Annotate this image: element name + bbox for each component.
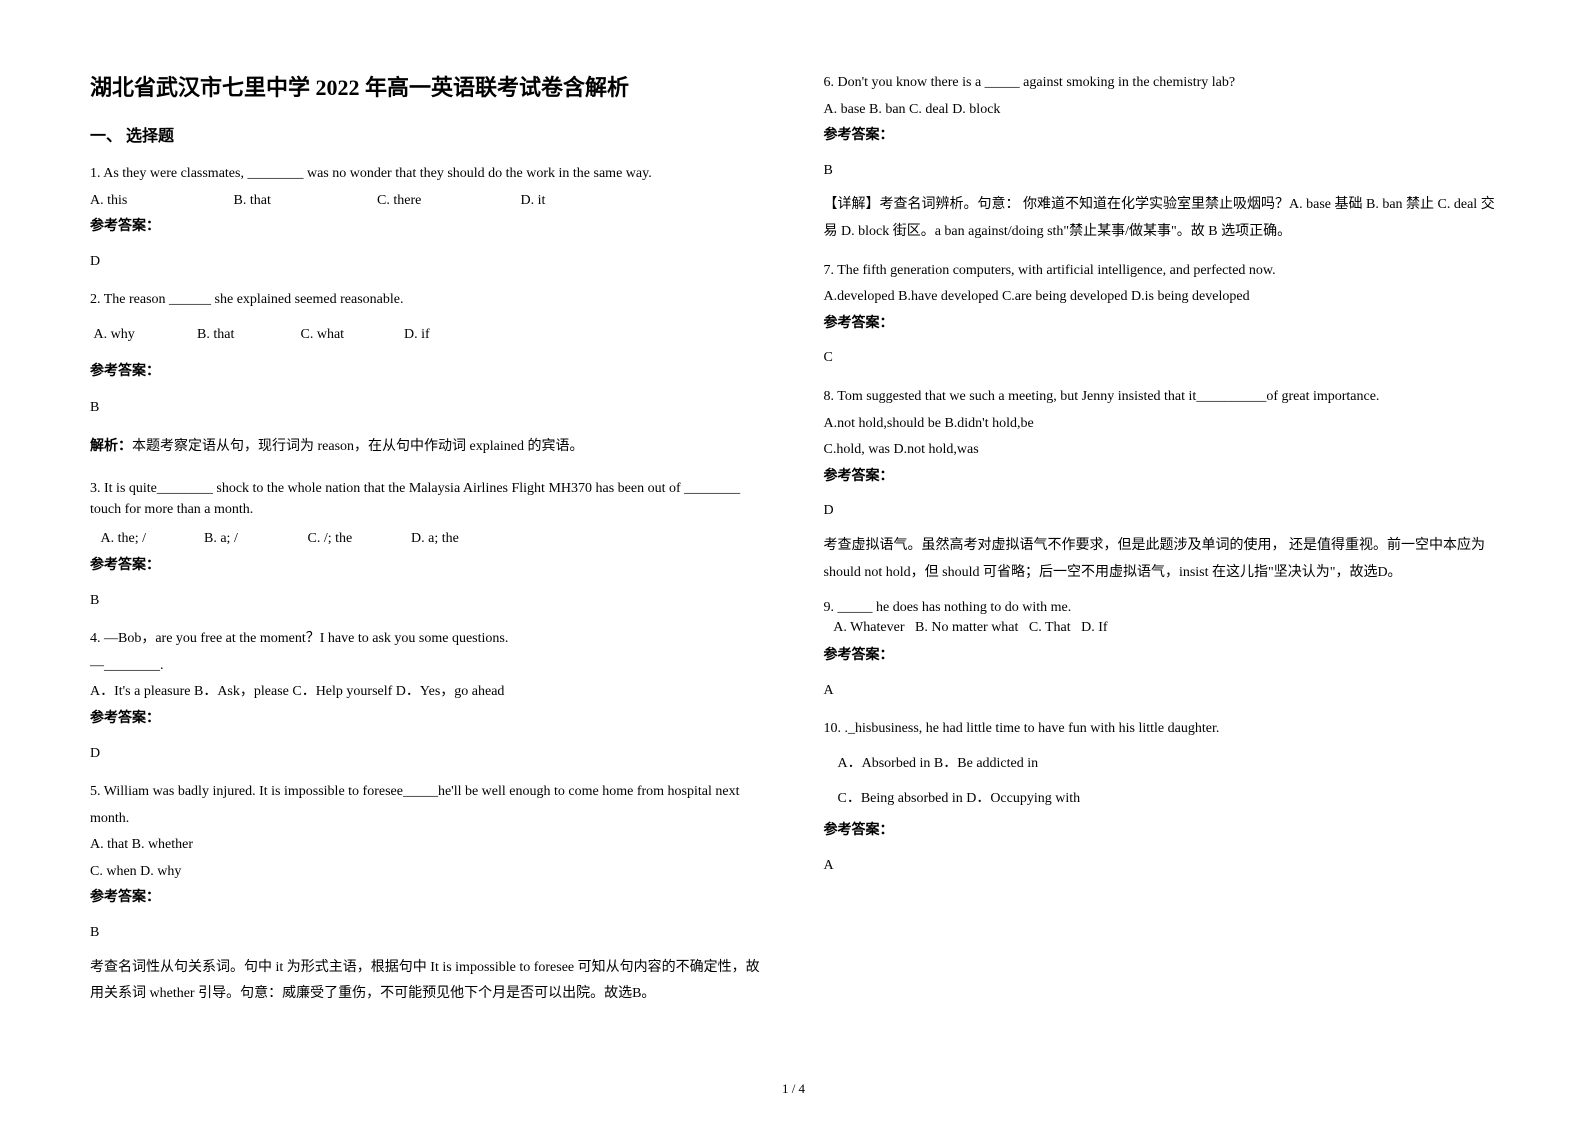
explanation: 【详解】考查名词辨析。句意： 你难道不知道在化学实验室里禁止吸烟吗？A. bas…	[824, 192, 1498, 245]
question-text: 10. ._hisbusiness, he had little time to…	[824, 716, 1498, 743]
question-2: 2. The reason ______ she explained seeme…	[90, 287, 764, 460]
answer-text: D	[824, 498, 1498, 525]
answer-label: 参考答案：	[824, 643, 1498, 670]
question-options-line1: A．Absorbed in B．Be addicted in	[824, 751, 1498, 778]
explanation-label: 解析：	[90, 439, 132, 454]
page-content: 湖北省武汉市七里中学 2022 年高一英语联考试卷含解析 一、 选择题 1. A…	[90, 70, 1497, 1030]
option-c: C. there	[377, 188, 517, 215]
answer-text: B	[824, 158, 1498, 185]
question-text: 7. The fifth generation computers, with …	[824, 258, 1498, 285]
answer-label: 参考答案：	[90, 359, 764, 386]
question-9: 9. _____ he does has nothing to do with …	[824, 598, 1498, 704]
answer-label: 参考答案：	[90, 885, 764, 912]
answer-text: A	[824, 853, 1498, 880]
option-c: C. /; the	[308, 526, 408, 553]
question-text: 1. As they were classmates, ________ was…	[90, 161, 764, 188]
question-options-line2: C．Being absorbed in D．Occupying with	[824, 786, 1498, 813]
option-b: B. that	[234, 188, 374, 215]
question-options: A. the; / B. a; / C. /; the D. a; the	[90, 526, 764, 553]
option-a: A. why	[94, 322, 194, 349]
page-number: 1 / 4	[782, 1081, 805, 1097]
question-options: A. why B. that C. what D. if	[90, 322, 764, 349]
option-d: D. a; the	[411, 526, 511, 553]
question-options: A.developed B.have developed C.are being…	[824, 284, 1498, 311]
question-options: A. Whatever B. No matter what C. That D.…	[824, 618, 1498, 638]
question-options-line1: A. that B. whether	[90, 832, 764, 859]
question-3: 3. It is quite________ shock to the whol…	[90, 478, 764, 614]
answer-text: D	[90, 249, 764, 276]
question-text: 8. Tom suggested that we such a meeting,…	[824, 384, 1498, 411]
question-text: 9. _____ he does has nothing to do with …	[824, 598, 1498, 618]
question-text-line2: —________.	[90, 653, 764, 680]
question-5: 5. William was badly injured. It is impo…	[90, 779, 764, 1008]
option-d: D. if	[404, 322, 504, 349]
question-1: 1. As they were classmates, ________ was…	[90, 161, 764, 275]
answer-text: B	[90, 920, 764, 947]
option-d: D. it	[521, 188, 661, 215]
question-text: 5. William was badly injured. It is impo…	[90, 779, 764, 832]
answer-label: 参考答案：	[90, 553, 764, 580]
explanation: 考查名词性从句关系词。句中 it 为形式主语，根据句中 It is imposs…	[90, 955, 764, 1008]
option-b: B. that	[197, 322, 297, 349]
answer-text: B	[90, 588, 764, 615]
question-options-line2: C. when D. why	[90, 859, 764, 886]
answer-label: 参考答案：	[824, 464, 1498, 491]
question-4: 4. —Bob，are you free at the moment？I hav…	[90, 626, 764, 767]
question-text-line1: 4. —Bob，are you free at the moment？I hav…	[90, 626, 764, 653]
options-text: C．Being absorbed in D．Occupying with	[838, 791, 1081, 806]
question-text: 2. The reason ______ she explained seeme…	[90, 287, 764, 314]
answer-label: 参考答案：	[824, 123, 1498, 150]
option-a: A. this	[90, 188, 230, 215]
question-6: 6. Don't you know there is a _____ again…	[824, 70, 1498, 246]
answer-label: 参考答案：	[90, 214, 764, 241]
question-7: 7. The fifth generation computers, with …	[824, 258, 1498, 372]
answer-label: 参考答案：	[90, 706, 764, 733]
answer-text: D	[90, 741, 764, 768]
answer-text: C	[824, 345, 1498, 372]
option-c: C. what	[301, 322, 401, 349]
question-8: 8. Tom suggested that we such a meeting,…	[824, 384, 1498, 586]
question-10: 10. ._hisbusiness, he had little time to…	[824, 716, 1498, 879]
question-text: 3. It is quite________ shock to the whol…	[90, 478, 764, 520]
question-options-line2: C.hold, was D.not hold,was	[824, 437, 1498, 464]
question-text: 6. Don't you know there is a _____ again…	[824, 70, 1498, 97]
answer-text: A	[824, 678, 1498, 705]
options-text: A．Absorbed in B．Be addicted in	[838, 756, 1039, 771]
answer-text: B	[90, 395, 764, 422]
question-options: A. this B. that C. there D. it	[90, 188, 764, 215]
explanation: 解析：本题考察定语从句，现行词为 reason，在从句中作动词 explaine…	[90, 434, 764, 461]
question-options-line1: A.not hold,should be B.didn't hold,be	[824, 411, 1498, 438]
option-a: A. the; /	[101, 526, 201, 553]
document-title: 湖北省武汉市七里中学 2022 年高一英语联考试卷含解析	[90, 70, 764, 102]
explanation-text: 本题考察定语从句，现行词为 reason，在从句中作动词 explained 的…	[132, 439, 583, 454]
option-b: B. a; /	[204, 526, 304, 553]
question-options: A. base B. ban C. deal D. block	[824, 97, 1498, 124]
section-header: 一、 选择题	[90, 122, 764, 146]
answer-label: 参考答案：	[824, 311, 1498, 338]
question-options: A．It's a pleasure B．Ask，please C．Help yo…	[90, 679, 764, 706]
explanation: 考查虚拟语气。虽然高考对虚拟语气不作要求，但是此题涉及单词的使用， 还是值得重视…	[824, 533, 1498, 586]
answer-label: 参考答案：	[824, 818, 1498, 845]
